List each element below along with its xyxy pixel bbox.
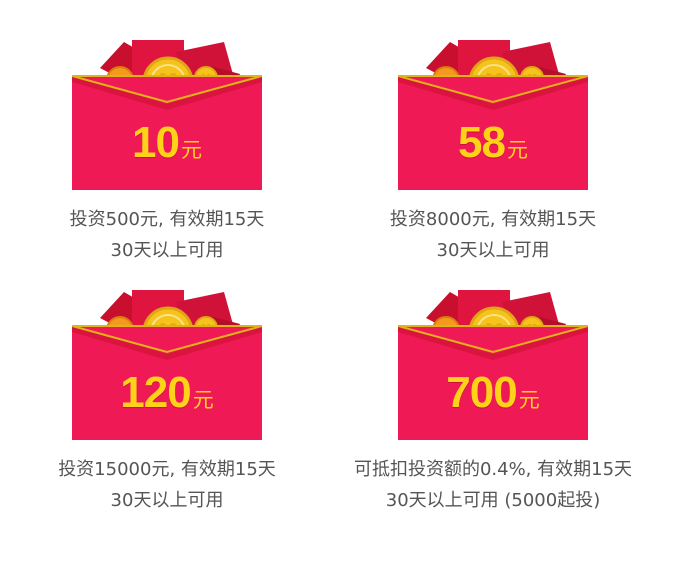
amount-value: 120 [120,368,191,417]
coupon-condition: 投资15000元, 有效期15天 [58,459,276,480]
coupon-description: 投资8000元, 有效期15天 30天以上可用 [328,204,658,266]
coupon-card[interactable]: ¥ ¥ ¥ 120元 投资15000元, 有效期15天 30天以上可用 [2,288,332,516]
coupon-amount: 10元 [72,118,262,168]
coupon-description: 投资500元, 有效期15天 30天以上可用 [2,204,332,266]
amount-unit: 元 [180,138,202,162]
coupon-description: 可抵扣投资额的0.4%, 有效期15天 30天以上可用 (5000起投) [328,454,658,516]
amount-value: 10 [132,118,180,167]
coupon-description: 投资15000元, 有效期15天 30天以上可用 [2,454,332,516]
coupon-usage: 30天以上可用 [110,240,224,261]
coupon-condition: 可抵扣投资额的0.4%, 有效期15天 [353,459,633,480]
red-envelope-icon: ¥ ¥ ¥ 58元 [398,38,588,190]
coupon-card[interactable]: ¥ ¥ ¥ 700元 可抵扣投资额的0.4%, 有效期15天 30天以上可用 (… [328,288,658,516]
amount-unit: 元 [518,388,540,412]
coupon-usage: 30天以上可用 (5000起投) [385,490,601,511]
coupon-amount: 120元 [72,368,262,418]
red-envelope-icon: ¥ ¥ ¥ 10元 [72,38,262,190]
coupon-usage: 30天以上可用 [110,490,224,511]
coupon-condition: 投资500元, 有效期15天 [69,209,265,230]
red-envelope-icon: ¥ ¥ ¥ 120元 [72,288,262,440]
amount-unit: 元 [192,388,214,412]
coupon-card[interactable]: ¥ ¥ ¥ 58元 投资8000元, 有效期15天 30天以上可用 [328,38,658,266]
coupon-usage: 30天以上可用 [436,240,550,261]
coupon-amount: 700元 [398,368,588,418]
coupon-card[interactable]: ¥ ¥ ¥ 10元 投资500元, 有效期15天 30天以上可用 [2,38,332,266]
amount-value: 58 [458,118,506,167]
amount-value: 700 [446,368,517,417]
amount-unit: 元 [506,138,528,162]
coupon-condition: 投资8000元, 有效期15天 [389,209,597,230]
red-envelope-icon: ¥ ¥ ¥ 700元 [398,288,588,440]
coupon-amount: 58元 [398,118,588,168]
